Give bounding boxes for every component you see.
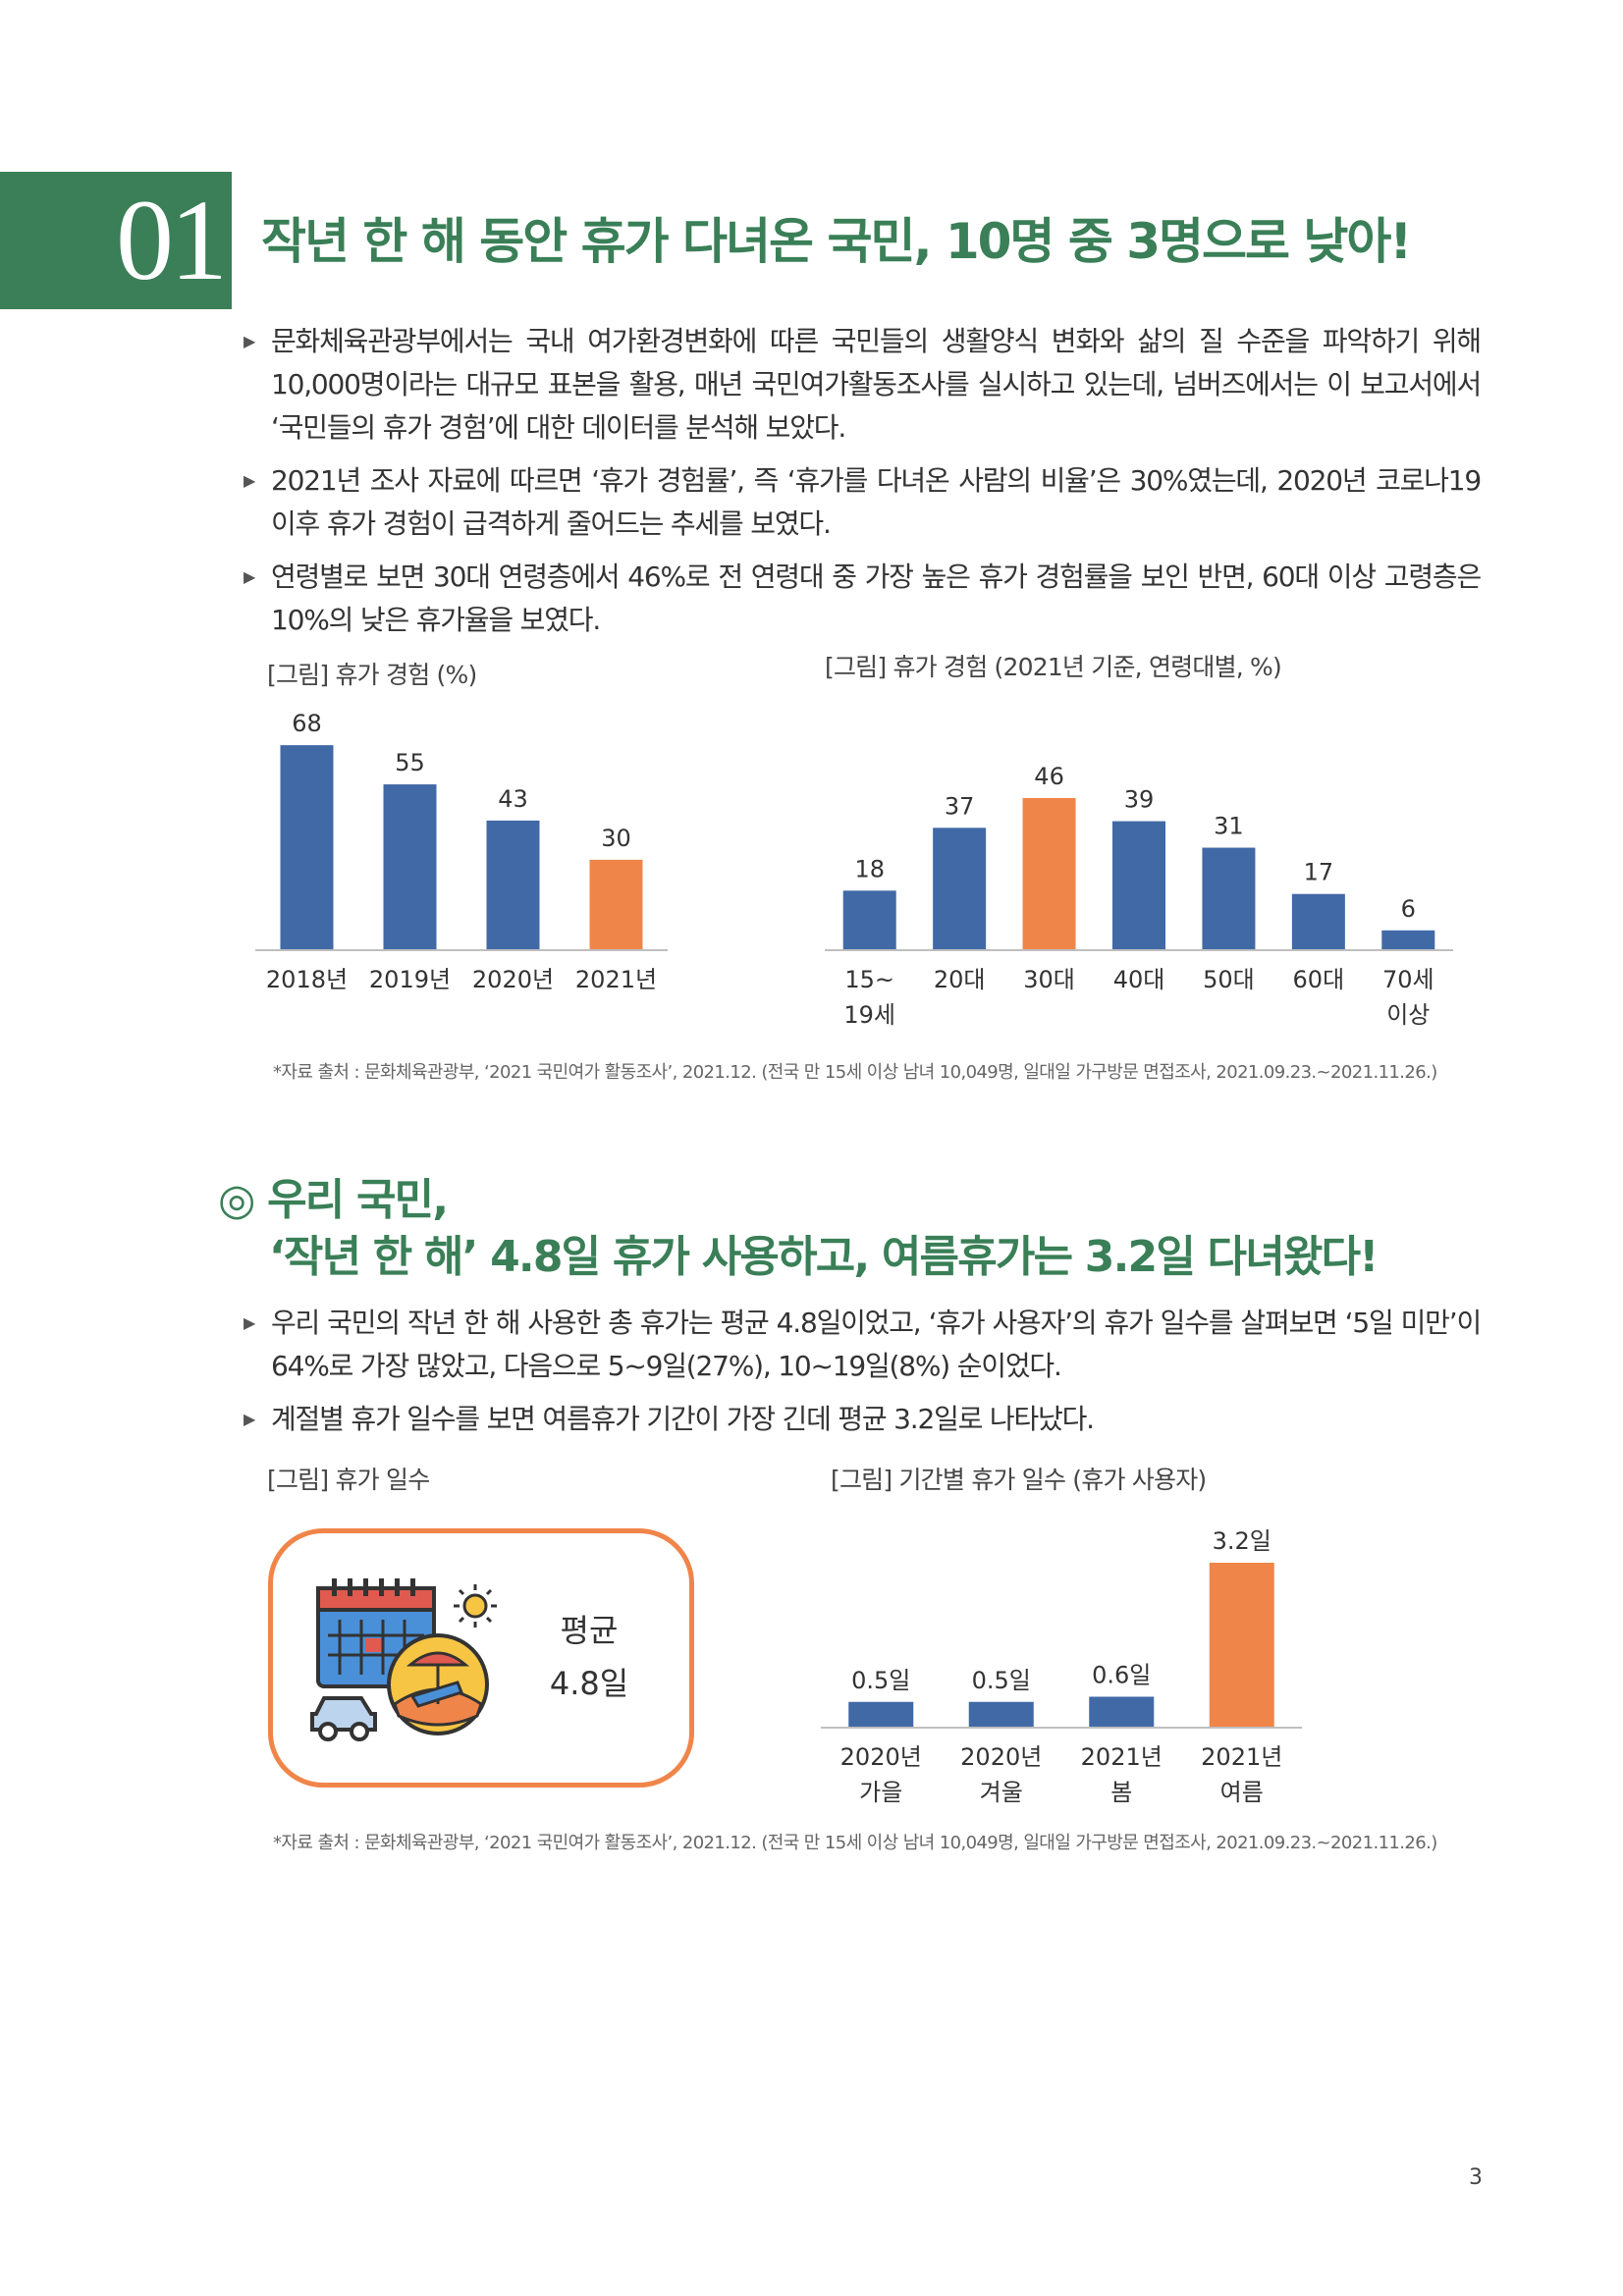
data-label-3: 3.2일 [1213, 1527, 1271, 1555]
bar-2 [1089, 1696, 1155, 1728]
section2-title: ◎ 우리 국민, ‘작년 한 해’ 4.8일 휴가 사용하고, 여름휴가는 3.… [218, 1172, 1379, 1286]
section-mark-icon: ◎ [218, 1175, 255, 1225]
average-value: 4.8일 [549, 1665, 629, 1702]
bar-1 [933, 828, 987, 950]
chart-vacation-experience-by-year: 68 2018년 55 2019년 43 2020년 30 2021년 [255, 710, 668, 993]
calendar-vacation-icon [310, 1578, 497, 1741]
figure-label-4: [그림] 기간별 휴가 일수 (휴가 사용자) [831, 1466, 1207, 1494]
data-label-0: 18 [854, 855, 885, 882]
bar-1 [383, 784, 437, 950]
figure-label-2: [그림] 휴가 경험 (2021년 기준, 연령대별, %) [825, 653, 1282, 681]
bullet-text: 연령별로 보면 30대 연령층에서 46%로 전 연령대 중 가장 높은 휴가 … [271, 561, 1482, 636]
average-label: 평균 [560, 1612, 619, 1649]
bar-2 [486, 820, 540, 950]
data-label-1: 55 [395, 749, 425, 776]
data-label-3: 39 [1124, 786, 1155, 814]
bullet-marker-icon: ▶ [243, 332, 255, 350]
bar-4 [1202, 847, 1256, 950]
category-label-5: 60대 [1293, 966, 1345, 993]
category-label-6: 이상 [1386, 1001, 1430, 1029]
category-label-0: 가을 [859, 1779, 902, 1806]
bullet-marker-icon: ▶ [243, 1410, 255, 1428]
bar-0 [280, 745, 334, 950]
category-label-3: 2021년 [1201, 1743, 1282, 1771]
bar-6 [1381, 930, 1435, 950]
bullet-text: 문화체육관광부에서는 국내 여가환경변화에 따른 국민들의 생활양식 변화와 삶… [271, 325, 1482, 444]
source-note-1: *자료 출처 : 문화체육관광부, ‘2021 국민여가 활동조사’, 2021… [273, 1062, 1437, 1083]
category-label-0: 2018년 [266, 966, 348, 993]
category-label-0: 2020년 [840, 1743, 922, 1771]
bar-1 [968, 1701, 1034, 1728]
category-label-3: 여름 [1220, 1779, 1264, 1806]
data-label-0: 0.5일 [851, 1667, 910, 1694]
section2-bullets: ▶ 우리 국민의 작년 한 해 사용한 총 휴가는 평균 4.8일이었고, ‘휴가… [243, 1302, 1482, 1451]
bar-3 [589, 859, 643, 950]
section2-title-line1: ◎ 우리 국민, [218, 1175, 449, 1225]
section-number: 01 [0, 172, 232, 309]
bar-5 [1291, 893, 1345, 950]
data-label-0: 68 [292, 710, 322, 737]
category-label-2: 2021년 [1081, 1743, 1163, 1771]
bullet-marker-icon: ▶ [243, 471, 255, 490]
data-label-6: 6 [1401, 895, 1416, 923]
bullet-item: ▶ 우리 국민의 작년 한 해 사용한 총 휴가는 평균 4.8일이었고, ‘휴가… [243, 1302, 1482, 1388]
data-label-2: 0.6일 [1092, 1662, 1151, 1689]
bullet-text: 우리 국민의 작년 한 해 사용한 총 휴가는 평균 4.8일이었고, ‘휴가 … [271, 1307, 1482, 1382]
category-label-1: 겨울 [980, 1779, 1023, 1806]
bullet-item: ▶ 계절별 휴가 일수를 보면 여름휴가 기간이 가장 긴데 평균 3.2일로 나… [243, 1398, 1481, 1441]
bullet-item: ▶ 연령별로 보면 30대 연령층에서 46%로 전 연령대 중 가장 높은 휴가… [243, 556, 1482, 642]
data-label-4: 31 [1214, 813, 1244, 840]
average-vacation-box [268, 1528, 694, 1788]
category-label-6: 70세 [1382, 966, 1434, 993]
section2-title-line2: ‘작년 한 해’ 4.8일 휴가 사용하고, 여름휴가는 3.2일 다녀왔다! [269, 1232, 1379, 1282]
bullet-text: 2021년 조사 자료에 따르면 ‘휴가 경험률’, 즉 ‘휴가를 다녀온 사람… [271, 464, 1482, 540]
source-note-2: *자료 출처 : 문화체육관광부, ‘2021 국민여가 활동조사’, 2021… [273, 1833, 1437, 1853]
bar-3 [1112, 821, 1165, 950]
page-number: 3 [1469, 2165, 1483, 2190]
section-title: 작년 한 해 동안 휴가 다녀온 국민, 10명 중 3명으로 낮아! [261, 213, 1412, 270]
category-label-1: 2019년 [369, 966, 451, 993]
data-label-1: 37 [945, 792, 975, 820]
bar-2 [1022, 798, 1076, 950]
data-label-5: 17 [1304, 859, 1334, 886]
data-label-3: 30 [601, 825, 631, 852]
bullet-marker-icon: ▶ [243, 567, 255, 586]
bullet-item: ▶ 2021년 조사 자료에 따르면 ‘휴가 경험률’, 즉 ‘휴가를 다녀온 사… [243, 459, 1482, 546]
category-label-2: 30대 [1023, 966, 1075, 993]
figure-label-3: [그림] 휴가 일수 [267, 1466, 430, 1494]
bar-0 [842, 890, 896, 950]
category-label-3: 40대 [1113, 966, 1165, 993]
data-label-2: 43 [498, 785, 528, 813]
category-label-1: 2020년 [960, 1743, 1042, 1771]
bar-3 [1209, 1563, 1274, 1728]
bullet-item: ▶ 문화체육관광부에서는 국내 여가환경변화에 따른 국민들의 생활양식 변화와 … [243, 320, 1482, 450]
bar-0 [848, 1701, 914, 1728]
bullet-text: 계절별 휴가 일수를 보면 여름휴가 기간이 가장 긴데 평균 3.2일로 나타… [271, 1403, 1095, 1435]
section1-bullets: ▶ 문화체육관광부에서는 국내 여가환경변화에 따른 국민들의 생활양식 변화와 … [243, 320, 1482, 652]
data-label-2: 46 [1034, 763, 1064, 790]
category-label-0: 19세 [843, 1001, 895, 1029]
bullet-marker-icon: ▶ [243, 1313, 255, 1332]
data-label-1: 0.5일 [972, 1667, 1031, 1694]
category-label-4: 50대 [1203, 966, 1255, 993]
category-label-1: 20대 [934, 966, 986, 993]
category-label-3: 2021년 [575, 966, 657, 993]
category-label-2: 봄 [1110, 1779, 1132, 1806]
figure-label-1: [그림] 휴가 경험 (%) [267, 661, 477, 689]
category-label-0: 15~ [844, 966, 894, 993]
category-label-2: 2020년 [472, 966, 554, 993]
